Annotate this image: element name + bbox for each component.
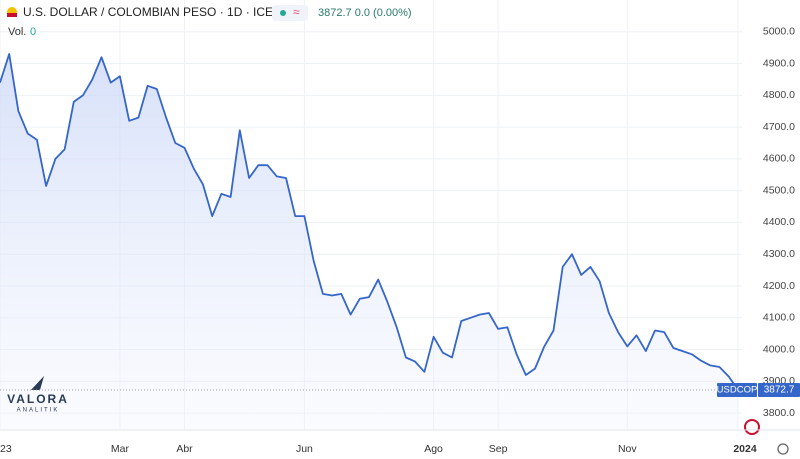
y-tick-label: 4000.0 — [763, 343, 795, 355]
x-tick-label: Abr — [176, 443, 193, 455]
settings-button[interactable] — [777, 443, 789, 455]
logo-text: VALORA — [7, 392, 69, 406]
y-tick-label: 4500.0 — [763, 184, 795, 196]
symbol-title[interactable]: U.S. DOLLAR / COLOMBIAN PESO · 1D · ICE — [23, 5, 273, 19]
y-tick-label: 4300.0 — [763, 248, 795, 260]
y-tick-label: 4600.0 — [763, 153, 795, 165]
logo-subtext: ANALITIK — [17, 408, 60, 414]
line — [0, 53, 739, 391]
volume-label: Vol. — [8, 26, 26, 38]
status-badge[interactable] — [272, 5, 308, 21]
status-dot — [280, 10, 286, 16]
quote: 3872.7 0.0 (0.00%) — [318, 7, 412, 19]
status-icon: ≈ — [293, 5, 300, 19]
y-tick-label: 4100.0 — [763, 312, 795, 324]
x-tick-label: 23 — [0, 443, 12, 455]
x-tick-label: Sep — [489, 443, 508, 455]
x-tick-label: Jun — [296, 443, 313, 455]
y-tick-label: 3800.0 — [763, 407, 795, 419]
y-tick-label: 4200.0 — [763, 280, 795, 292]
area — [0, 54, 738, 429]
x-tick-label: Ago — [424, 443, 443, 455]
volume-value: 0 — [30, 26, 36, 38]
flag-button[interactable] — [744, 419, 760, 435]
y-tick-label: 4400.0 — [763, 216, 795, 228]
price-tag-name: USDCOP — [717, 385, 758, 396]
price-tag — [717, 383, 757, 398]
y-tick-label: 4700.0 — [763, 121, 795, 133]
x-tick-label: Mar — [111, 443, 130, 455]
y-tick-label: 4800.0 — [763, 89, 795, 101]
x-tick-label: 2024 — [733, 443, 757, 455]
x-tick-label: Nov — [618, 443, 637, 455]
logo-mark — [31, 376, 44, 390]
flag-icon — [7, 13, 17, 17]
price-tag-value: 3872.7 — [764, 385, 795, 396]
y-tick-label: 5000.0 — [763, 26, 795, 38]
price-tag — [758, 383, 800, 398]
y-tick-label: 4900.0 — [763, 57, 795, 69]
